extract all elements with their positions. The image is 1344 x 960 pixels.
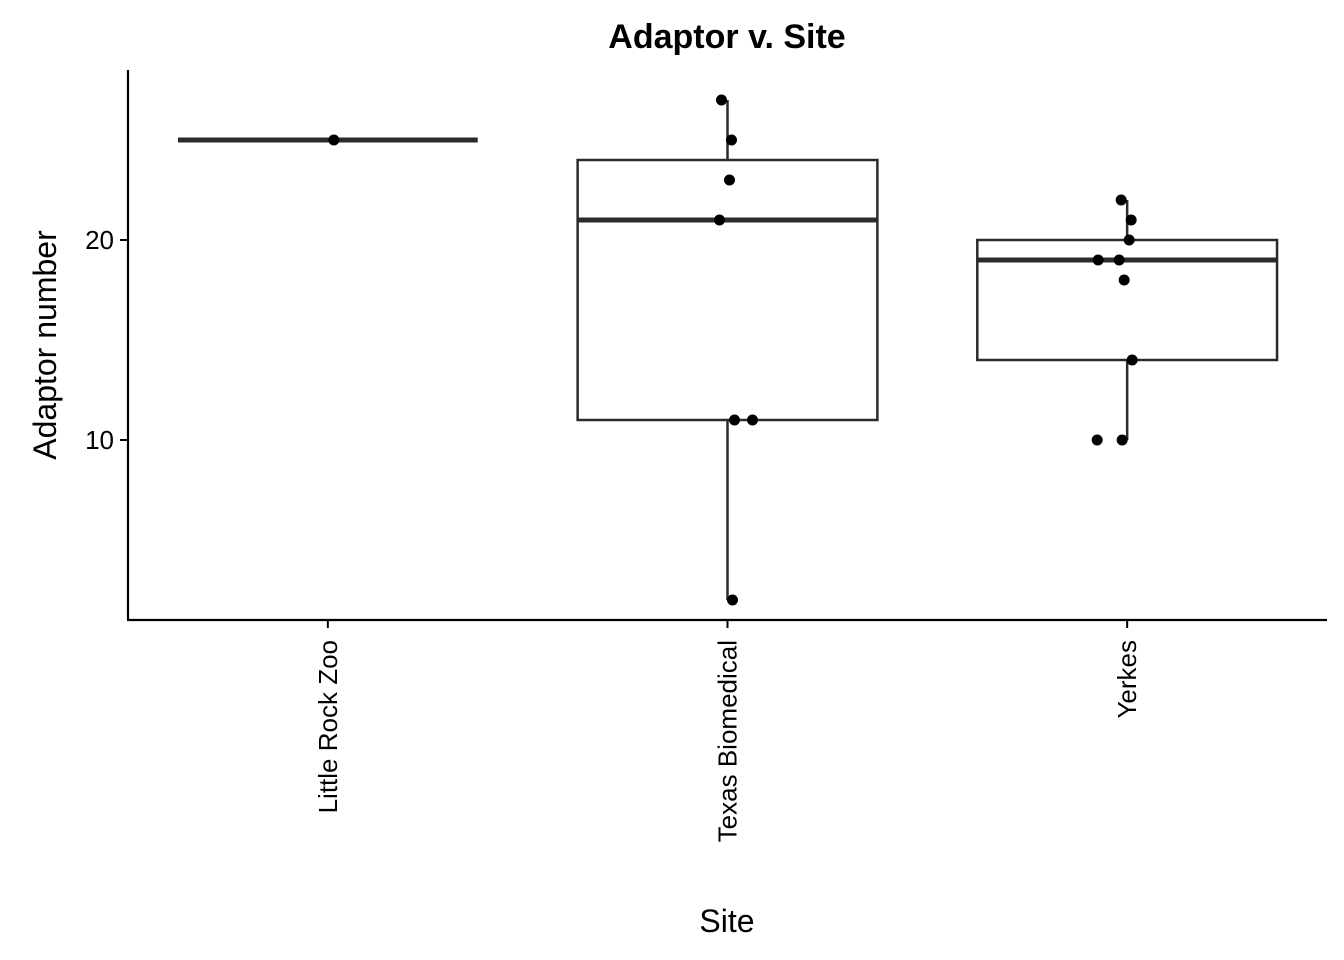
data-point — [1091, 434, 1103, 446]
data-point — [747, 414, 758, 426]
y-tick-label: 10 — [85, 425, 114, 455]
y-axis-title: Adaptor number — [27, 230, 63, 460]
data-point — [726, 134, 737, 146]
points-group — [714, 94, 758, 606]
data-point — [1113, 254, 1125, 266]
box-group — [576, 100, 879, 600]
data-point — [1115, 194, 1127, 206]
chart-title: Adaptor v. Site — [608, 18, 845, 56]
data-point — [1092, 254, 1104, 266]
y-axis-ticks: 10 20 — [85, 225, 128, 455]
data-point — [1116, 434, 1128, 446]
data-point — [714, 214, 725, 226]
data-point — [1125, 214, 1137, 226]
plot-area — [177, 94, 1279, 606]
y-tick-label: 20 — [85, 225, 114, 255]
data-point — [1123, 234, 1135, 246]
box-iqr — [576, 158, 879, 422]
box-group — [976, 200, 1279, 440]
data-point — [727, 594, 738, 606]
points-group — [1091, 194, 1138, 446]
data-point — [729, 414, 740, 426]
x-axis-ticks: Little Rock Zoo Texas Biomedical Yerkes — [313, 620, 1142, 842]
data-point — [724, 174, 735, 186]
data-point — [716, 94, 727, 106]
x-axis-title: Site — [699, 903, 754, 939]
points-group — [328, 134, 340, 146]
data-point — [1118, 274, 1130, 286]
data-point — [1126, 354, 1138, 366]
data-point — [328, 134, 340, 146]
x-tick-label: Yerkes — [1112, 640, 1142, 719]
x-tick-label: Texas Biomedical — [713, 640, 743, 842]
x-tick-label: Little Rock Zoo — [313, 640, 343, 813]
